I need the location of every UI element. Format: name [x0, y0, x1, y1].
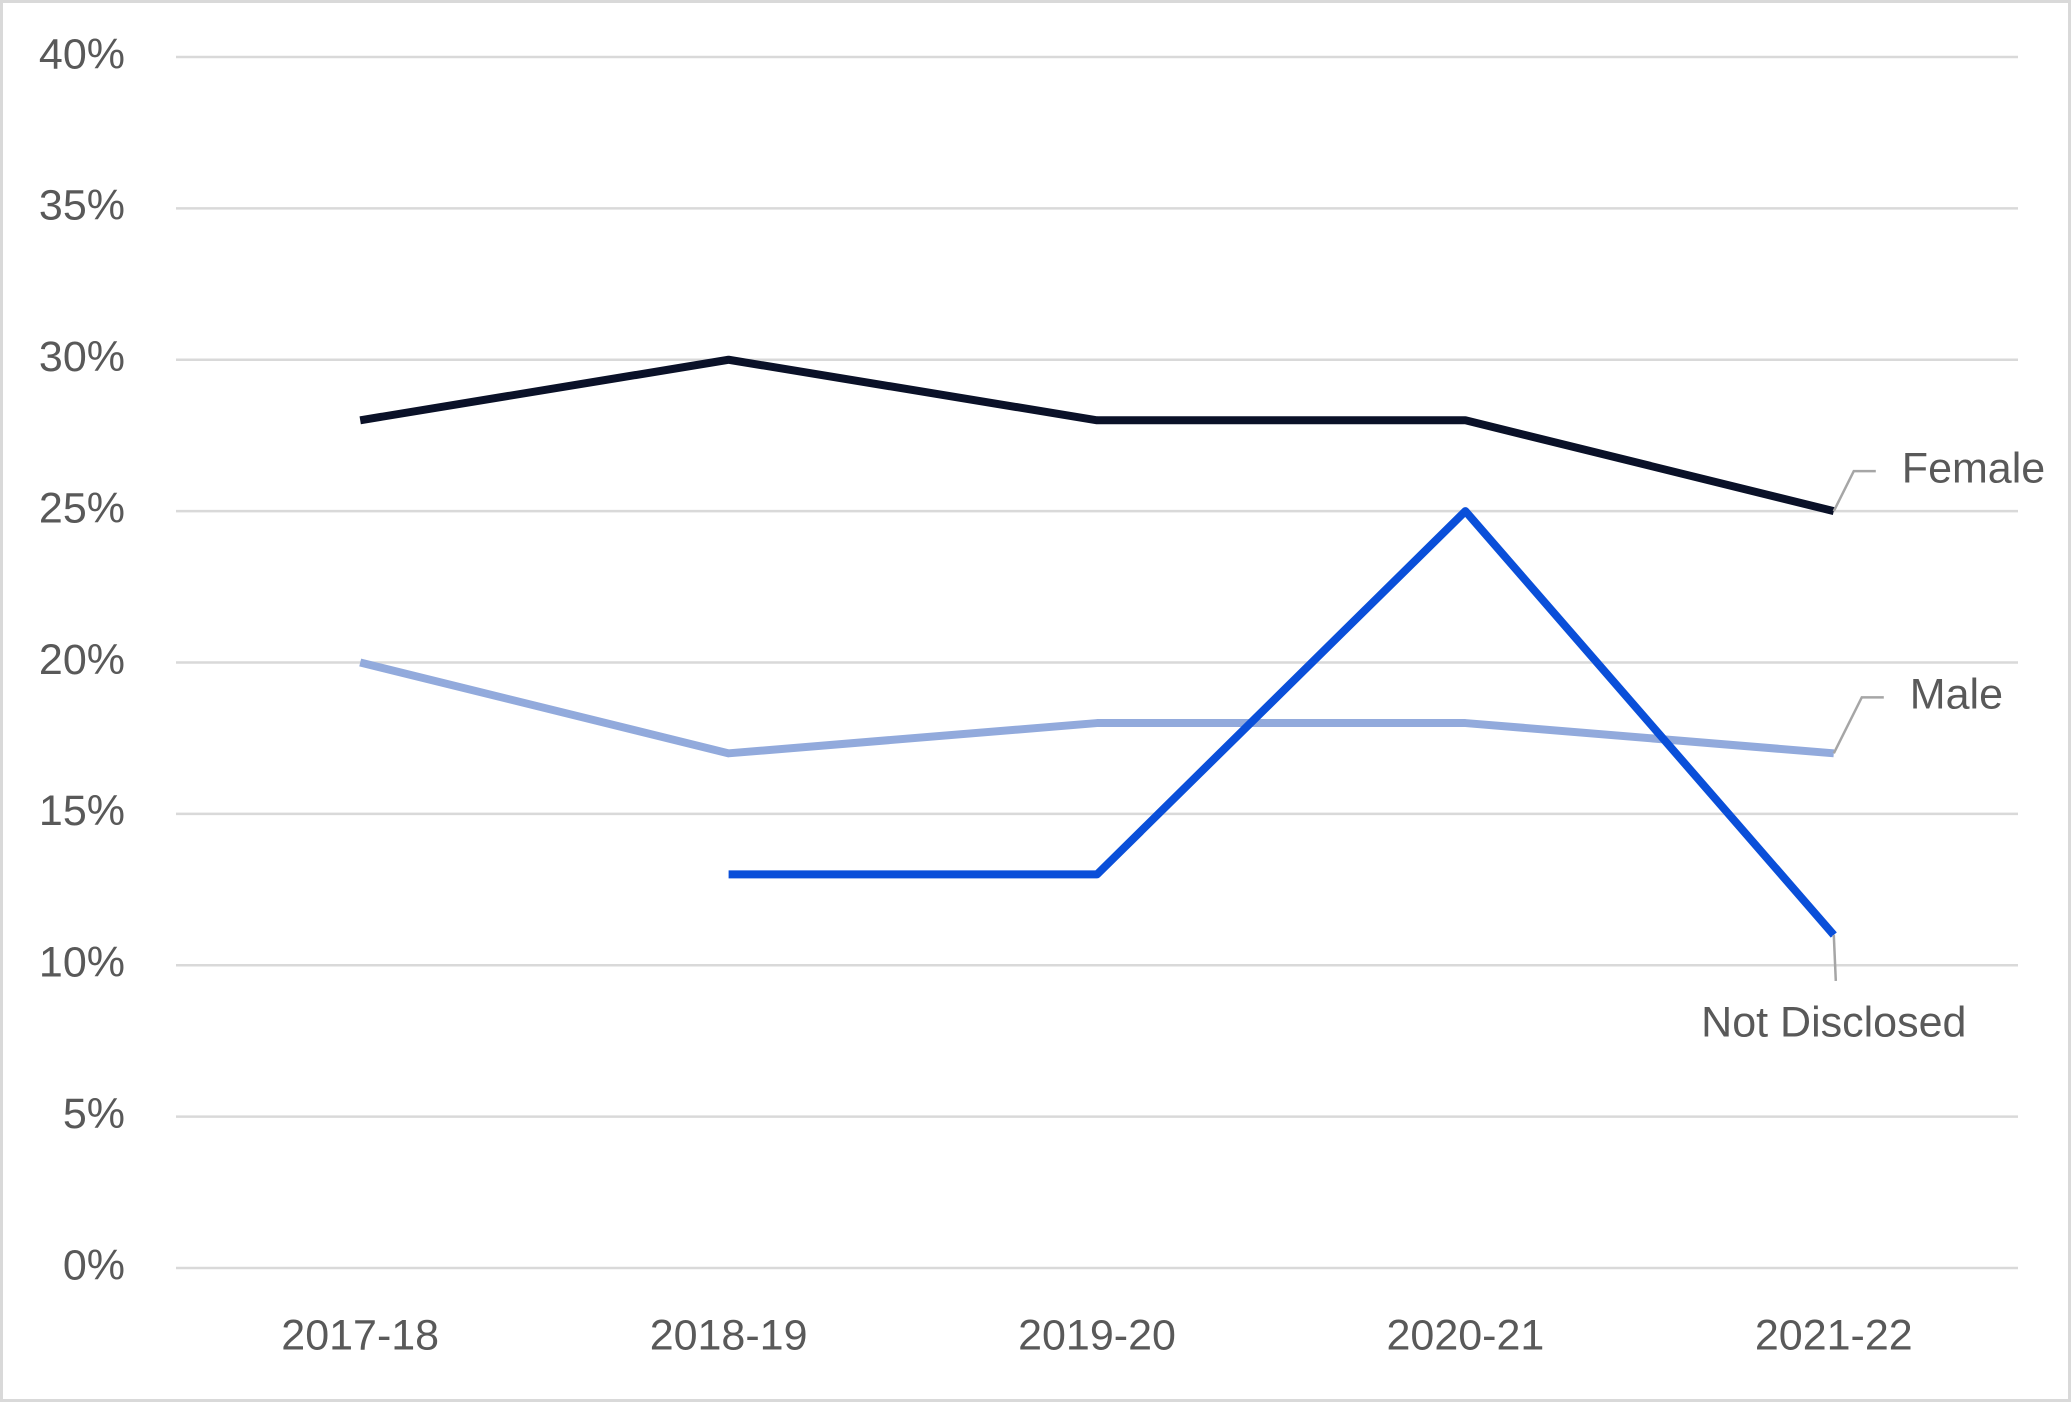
series-label: Male — [1910, 671, 2003, 719]
y-tick-label: 0% — [63, 1241, 125, 1289]
series-label: Female — [1902, 444, 2045, 492]
x-tick-label: 2019-20 — [1018, 1311, 1176, 1359]
y-tick-label: 40% — [39, 30, 125, 78]
y-tick-label: 35% — [39, 182, 125, 230]
y-tick-label: 5% — [63, 1090, 125, 1138]
y-tick-label: 15% — [39, 787, 125, 835]
x-tick-label: 2020-21 — [1386, 1311, 1544, 1359]
x-tick-label: 2021-22 — [1755, 1311, 1913, 1359]
y-tick-label: 10% — [39, 939, 125, 987]
y-tick-label: 30% — [39, 333, 125, 381]
y-tick-label: 20% — [39, 636, 125, 684]
series-line — [359, 355, 1835, 516]
x-tick-label: 2017-18 — [281, 1311, 439, 1359]
series-label: Not Disclosed — [1701, 998, 1966, 1046]
label-leader — [1832, 696, 1884, 754]
label-leader — [1832, 469, 1876, 512]
series-line — [359, 658, 1835, 758]
y-tick-label: 25% — [39, 484, 125, 532]
label-leader — [1832, 934, 1838, 982]
series-line — [728, 507, 1837, 938]
x-tick-label: 2018-19 — [650, 1311, 808, 1359]
